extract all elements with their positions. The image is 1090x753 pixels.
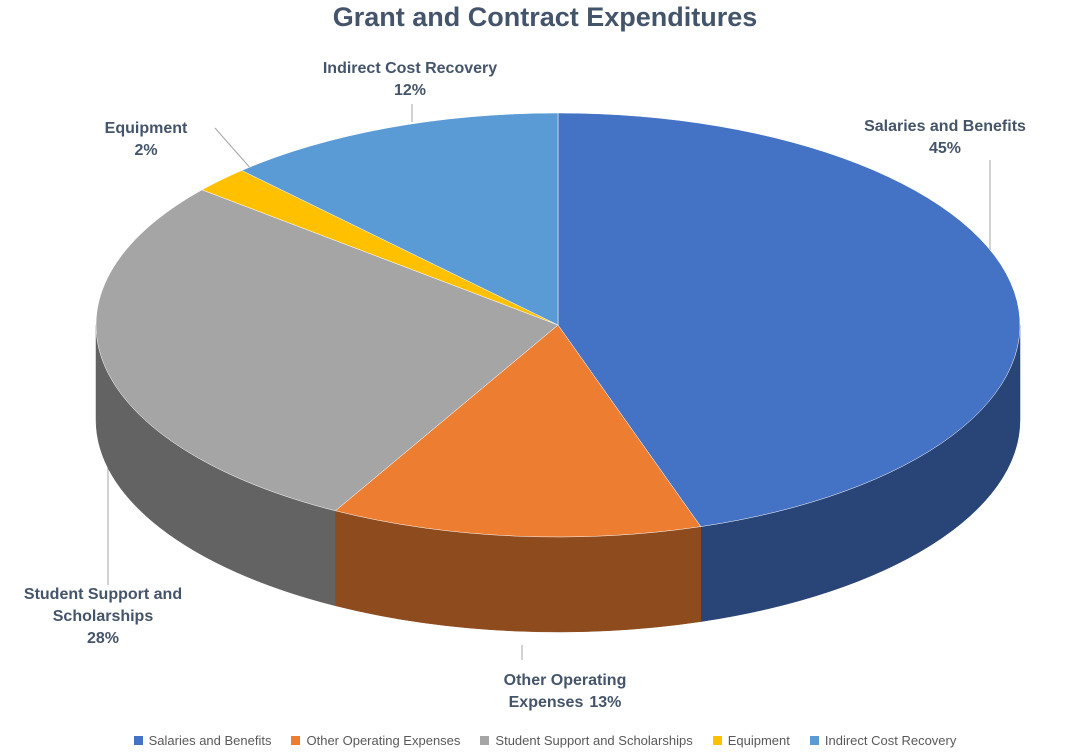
legend-swatch [291,736,301,745]
legend-swatch [480,736,490,745]
legend-label: Student Support and Scholarships [495,733,693,748]
legend-label: Equipment [727,733,790,748]
data-label: Equipment 2% [86,118,206,162]
legend-item: Student Support and Scholarships [480,733,693,748]
data-label-category: Indirect Cost Recovery [322,60,498,77]
slice [334,324,702,538]
data-label: Other Operating Expenses 13% [475,670,655,714]
legend-label: Indirect Cost Recovery [824,733,957,748]
slice [557,112,1021,527]
legend-item: Equipment [712,733,790,748]
leader-line [214,127,253,171]
slice [95,189,559,512]
data-label: Student Support and Scholarships 28% [0,584,208,650]
legend-item: Salaries and Benefits [133,733,272,748]
legend-item: Other Operating Expenses [291,733,460,748]
slice [241,112,559,326]
data-label-category: Salaries and Benefits [864,118,1026,135]
legend-item: Indirect Cost Recovery [809,733,957,748]
legend-swatch [712,736,722,745]
data-label-value: 12% [393,82,427,99]
data-label: Indirect Cost Recovery 12% [290,58,530,102]
chart-title: Grant and Contract Expenditures [332,2,758,32]
data-label-value: 28% [86,630,120,647]
legend-label: Salaries and Benefits [148,733,272,748]
legend: Salaries and Benefits Other Operating Exp… [0,733,1090,748]
data-label-value: 45% [928,140,962,157]
data-label: Salaries and Benefits 45% [835,116,1055,160]
legend-swatch [133,736,143,745]
legend-swatch [809,736,819,745]
data-label-value: 2% [134,142,158,159]
data-label-category: Other Operating Expenses [503,672,627,711]
legend-label: Other Operating Expenses [306,733,461,748]
data-label-category: Student Support and Scholarships [23,586,183,625]
data-label-value: 13% [589,694,622,711]
data-label-category: Equipment [104,120,188,137]
